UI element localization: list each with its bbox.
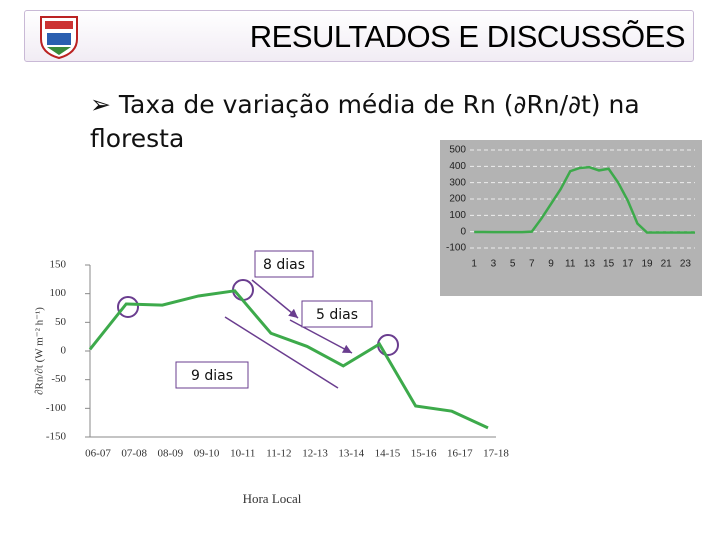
x-tick-label: 07-08 — [121, 448, 147, 460]
y-tick-label: 150 — [50, 259, 67, 271]
y-axis-label: ∂Rn/∂t (W m⁻² h⁻¹) — [34, 307, 46, 395]
x-tick-label: 17-18 — [483, 448, 509, 460]
x-tick-label: 12-13 — [302, 448, 328, 460]
logo — [40, 16, 78, 60]
x-tick-label: 08-09 — [158, 448, 184, 460]
y-tick-label: 300 — [449, 177, 466, 188]
bullet: ➢ Taxa de variação média de Rn (∂Rn/∂t) … — [90, 90, 640, 153]
x-tick-label: 06-07 — [85, 448, 111, 460]
y-tick-label: -150 — [46, 431, 67, 443]
x-tick-label: 11-12 — [266, 448, 291, 460]
x-tick-label: 23 — [680, 259, 692, 270]
x-tick-label: 3 — [491, 259, 497, 270]
x-tick-label: 11 — [565, 259, 576, 270]
bullet-text: Taxa de variação média de Rn (∂Rn/∂t) na… — [90, 90, 640, 153]
inset-background — [440, 140, 702, 296]
header: RESULTADOS E DISCUSSÕES — [24, 10, 694, 62]
y-tick-label: 500 — [449, 145, 466, 156]
y-tick-label: 0 — [460, 226, 466, 237]
data-line — [88, 289, 489, 430]
y-tick-label: -100 — [46, 402, 67, 414]
x-tick-label: 14-15 — [375, 448, 401, 460]
x-tick-label: 17 — [622, 259, 634, 270]
arrow — [224, 316, 339, 389]
highlight-circle — [117, 296, 139, 318]
x-tick-label: 13-14 — [338, 448, 364, 460]
arrow — [251, 279, 299, 319]
x-tick-label: 21 — [661, 259, 673, 270]
x-tick-label: 10-11 — [230, 448, 255, 460]
y-tick-label: -100 — [446, 243, 466, 254]
slide-title: RESULTADOS E DISCUSSÕES — [249, 19, 686, 54]
x-tick-label: 9 — [548, 259, 554, 270]
annotation-box — [175, 361, 249, 389]
annotation-box — [254, 250, 314, 278]
x-tick-label: 5 — [510, 259, 516, 270]
x-tick-label: 7 — [529, 259, 535, 270]
x-tick-label: 19 — [641, 259, 653, 270]
x-axis-label: Hora Local — [243, 491, 302, 506]
y-tick-label: 200 — [449, 194, 466, 205]
x-tick-label: 15 — [603, 259, 615, 270]
y-tick-label: 100 — [50, 287, 67, 299]
x-tick-label: 09-10 — [194, 448, 220, 460]
annotation: 9 dias — [191, 368, 233, 384]
y-tick-label: 50 — [55, 316, 67, 328]
x-tick-label: 13 — [584, 259, 596, 270]
data-line — [474, 165, 695, 234]
x-tick-label: 15-16 — [411, 448, 437, 460]
y-tick-label: 0 — [61, 345, 67, 357]
arrow — [289, 319, 353, 354]
annotation-box — [301, 300, 373, 328]
y-tick-label: 400 — [449, 161, 466, 172]
y-tick-label: 100 — [449, 210, 466, 221]
x-tick-label: 1 — [471, 259, 477, 270]
x-tick-label: 16-17 — [447, 448, 473, 460]
annotation: 8 dias — [263, 257, 305, 273]
y-tick-label: -50 — [51, 373, 66, 385]
annotation: 5 dias — [316, 307, 358, 323]
